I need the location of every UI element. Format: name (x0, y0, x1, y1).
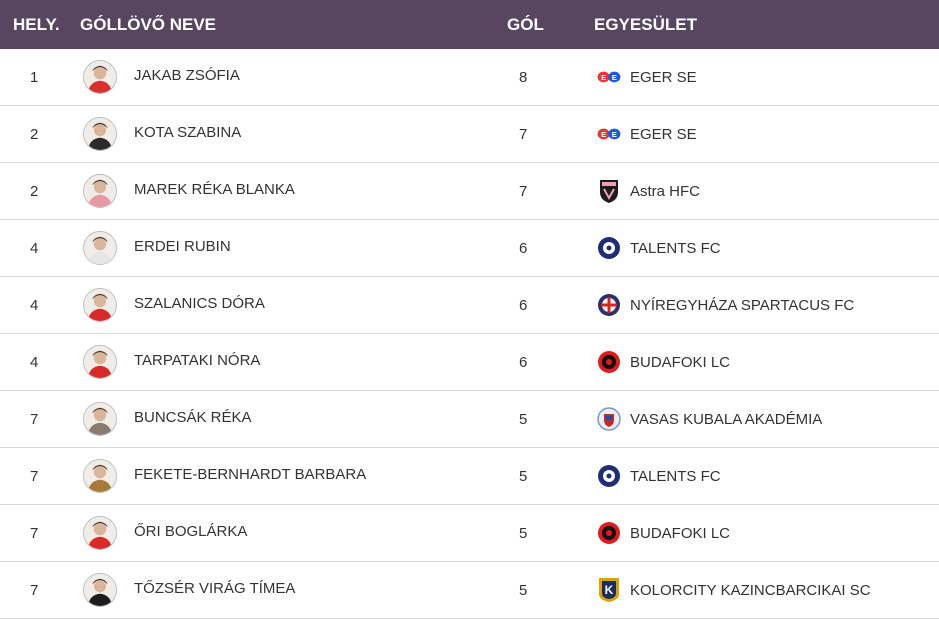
club-name[interactable]: EGER SE (630, 125, 697, 143)
svg-text:E: E (612, 73, 617, 82)
goals-cell: 5 (519, 581, 528, 599)
club-logo-icon (596, 349, 622, 375)
player-avatar (83, 163, 117, 219)
player-name[interactable]: BUNCSÁK RÉKA (134, 408, 252, 426)
club-logo-icon (596, 520, 622, 546)
club-cell[interactable]: Astra HFC (596, 163, 700, 219)
goals-cell: 6 (519, 296, 528, 314)
table-row: 7 BUNCSÁK RÉKA 5 VASAS KUBALA AKADÉMIA (0, 391, 939, 448)
table-row: 2 KOTA SZABINA 7 E E EGER SE (0, 106, 939, 163)
goals-cell: 8 (519, 68, 528, 86)
club-logo-icon: K (596, 577, 622, 603)
goals-cell: 6 (519, 239, 528, 257)
table-row: 7 ŐRI BOGLÁRKA 5 BUDAFOKI LC (0, 505, 939, 562)
club-name[interactable]: EGER SE (630, 68, 697, 86)
player-avatar (83, 49, 117, 105)
club-logo-icon (596, 292, 622, 318)
club-name[interactable]: TALENTS FC (630, 467, 721, 485)
svg-text:E: E (601, 73, 606, 82)
rank-cell: 7 (30, 581, 39, 599)
table-header: HELY. GÓLLÖVŐ NEVE GÓL EGYESÜLET (0, 0, 939, 49)
player-avatar (83, 277, 117, 333)
table-row: 4 SZALANICS DÓRA 6 NYÍREGYHÁZA SPARTACUS FC (0, 277, 939, 334)
player-avatar (83, 562, 117, 618)
club-name[interactable]: KOLORCITY KAZINCBARCIKAI SC (630, 581, 871, 599)
svg-text:E: E (601, 130, 606, 139)
club-cell[interactable]: K KOLORCITY KAZINCBARCIKAI SC (596, 562, 871, 618)
club-name[interactable]: VASAS KUBALA AKADÉMIA (630, 410, 823, 428)
rank-cell: 1 (30, 68, 39, 86)
club-logo-icon (596, 406, 622, 432)
club-name[interactable]: BUDAFOKI LC (630, 353, 731, 371)
table-row: 2 MAREK RÉKA BLANKA 7 Astra HFC (0, 163, 939, 220)
header-goals: GÓL (507, 14, 544, 34)
player-avatar (83, 391, 117, 447)
goals-cell: 5 (519, 410, 528, 428)
rank-cell: 2 (30, 125, 39, 143)
table-row: 1 JAKAB ZSÓFIA 8 E E EGER SE (0, 49, 939, 106)
club-cell[interactable]: E E EGER SE (596, 106, 697, 162)
table-row: 7 FEKETE-BERNHARDT BARBARA 5 TALENTS FC (0, 448, 939, 505)
player-name[interactable]: JAKAB ZSÓFIA (134, 66, 240, 84)
player-name[interactable]: KOTA SZABINA (134, 123, 242, 141)
player-name[interactable]: MAREK RÉKA BLANKA (134, 180, 295, 198)
rank-cell: 7 (30, 410, 39, 428)
club-cell[interactable]: E E EGER SE (596, 49, 697, 105)
goals-cell: 5 (519, 467, 528, 485)
club-cell[interactable]: TALENTS FC (596, 448, 721, 504)
rank-cell: 2 (30, 182, 39, 200)
club-cell[interactable]: NYÍREGYHÁZA SPARTACUS FC (596, 277, 854, 333)
table-body: 1 JAKAB ZSÓFIA 8 E E EGER SE 2 KOTA SZABINA 7 E E E… (0, 49, 939, 619)
header-club: EGYESÜLET (594, 14, 697, 34)
rank-cell: 4 (30, 353, 39, 371)
club-logo-icon (596, 235, 622, 261)
svg-text:E: E (612, 130, 617, 139)
club-logo-icon (596, 178, 622, 204)
player-avatar (83, 106, 117, 162)
player-name[interactable]: FEKETE-BERNHARDT BARBARA (134, 465, 367, 483)
club-logo-icon (596, 463, 622, 489)
club-cell[interactable]: BUDAFOKI LC (596, 505, 730, 561)
table-row: 4 TARPATAKI NÓRA 6 BUDAFOKI LC (0, 334, 939, 391)
player-name[interactable]: SZALANICS DÓRA (134, 294, 265, 312)
goals-cell: 6 (519, 353, 528, 371)
club-cell[interactable]: VASAS KUBALA AKADÉMIA (596, 391, 822, 447)
club-cell[interactable]: TALENTS FC (596, 220, 721, 276)
club-name[interactable]: TALENTS FC (630, 239, 721, 257)
table-row: 7 TŐZSÉR VIRÁG TÍMEA 5 K KOLORCITY KAZINCBAR… (0, 562, 939, 619)
rank-cell: 4 (30, 239, 39, 257)
player-name[interactable]: TŐZSÉR VIRÁG TÍMEA (134, 579, 296, 597)
header-rank: HELY. (13, 14, 60, 34)
player-avatar (83, 334, 117, 390)
table-row: 4 ERDEI RUBIN 6 TALENTS FC (0, 220, 939, 277)
rank-cell: 4 (30, 296, 39, 314)
goals-cell: 5 (519, 524, 528, 542)
rank-cell: 7 (30, 467, 39, 485)
club-cell[interactable]: BUDAFOKI LC (596, 334, 730, 390)
player-name[interactable]: ŐRI BOGLÁRKA (134, 522, 248, 540)
svg-text:K: K (605, 583, 614, 597)
club-name[interactable]: NYÍREGYHÁZA SPARTACUS FC (630, 296, 855, 314)
rank-cell: 7 (30, 524, 39, 542)
club-name[interactable]: Astra HFC (630, 182, 701, 200)
goals-cell: 7 (519, 125, 528, 143)
player-avatar (83, 448, 117, 504)
club-name[interactable]: BUDAFOKI LC (630, 524, 731, 542)
player-avatar (83, 505, 117, 561)
player-name[interactable]: ERDEI RUBIN (134, 237, 231, 255)
player-avatar (83, 220, 117, 276)
header-player: GÓLLÖVŐ NEVE (80, 14, 217, 34)
goals-cell: 7 (519, 182, 528, 200)
player-name[interactable]: TARPATAKI NÓRA (134, 351, 261, 369)
